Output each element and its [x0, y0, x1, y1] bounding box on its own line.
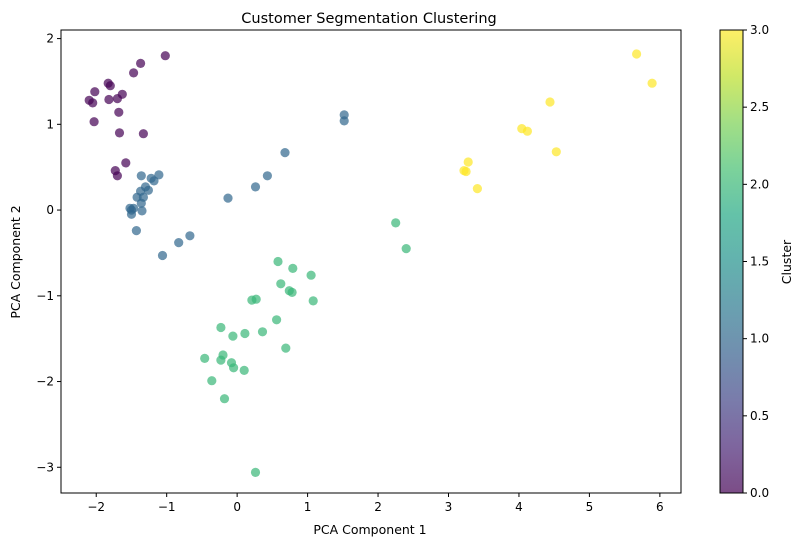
data-point-cluster-0 — [104, 94, 114, 105]
x-tick-label: 6 — [656, 500, 664, 514]
data-point-cluster-3 — [472, 184, 482, 194]
x-tick-label: −1 — [158, 500, 176, 514]
x-tick-label: 0 — [233, 500, 241, 514]
colorbar-tick-label: 0.0 — [750, 486, 769, 500]
data-point-cluster-1 — [126, 205, 137, 215]
data-point-cluster-1 — [136, 171, 146, 181]
data-point-cluster-2 — [216, 322, 226, 333]
colorbar-tick-label: 2.0 — [750, 177, 769, 191]
data-point-cluster-1 — [137, 206, 147, 216]
data-point-cluster-0 — [88, 98, 98, 108]
data-point-cluster-2 — [273, 256, 283, 267]
data-point-cluster-1 — [262, 171, 272, 181]
data-point-cluster-1 — [143, 185, 153, 195]
data-point-cluster-2 — [200, 353, 210, 363]
data-point-cluster-2 — [216, 355, 226, 365]
data-point-cluster-1 — [223, 193, 233, 203]
colorbar-tick-label: 1.5 — [750, 255, 769, 269]
data-point-cluster-2 — [288, 263, 298, 273]
data-point-cluster-0 — [105, 81, 115, 91]
data-point-cluster-2 — [219, 394, 230, 404]
x-tick-label: −2 — [87, 500, 105, 514]
data-point-cluster-3 — [647, 78, 657, 88]
x-tick-label: 5 — [586, 500, 594, 514]
data-point-cluster-0 — [114, 128, 125, 138]
data-point-cluster-2 — [207, 376, 217, 386]
data-point-cluster-3 — [463, 157, 473, 167]
data-point-cluster-1 — [339, 116, 349, 126]
data-point-cluster-0 — [121, 158, 131, 168]
colorbar-ticks: 0.0 0.5 1.0 1.5 2.0 2.5 3.0 — [743, 23, 769, 500]
data-point-cluster-0 — [160, 51, 170, 61]
colorbar-tick-label: 2.5 — [750, 100, 769, 114]
data-point-cluster-0 — [117, 89, 127, 99]
data-point-cluster-2 — [228, 331, 238, 341]
data-point-cluster-3 — [522, 126, 533, 136]
data-point-cluster-2 — [276, 279, 286, 289]
data-point-cluster-0 — [89, 117, 99, 127]
x-tick-label: 3 — [445, 500, 453, 514]
chart-title: Customer Segmentation Clustering — [241, 11, 496, 27]
x-tick-label: 4 — [515, 500, 523, 514]
colorbar-tick-label: 3.0 — [750, 23, 769, 37]
y-tick-label: −1 — [36, 289, 54, 303]
data-point-cluster-0 — [90, 87, 100, 97]
data-point-cluster-1 — [154, 170, 164, 180]
x-tick-label: 2 — [374, 500, 382, 514]
data-point-cluster-0 — [138, 129, 148, 139]
data-point-cluster-1 — [131, 226, 141, 236]
data-points — [84, 49, 657, 477]
data-point-cluster-2 — [287, 287, 297, 297]
data-point-cluster-3 — [632, 49, 642, 59]
data-point-cluster-2 — [401, 244, 411, 254]
data-point-cluster-2 — [239, 365, 249, 375]
data-point-cluster-2 — [391, 218, 401, 228]
y-axis-label: PCA Component 2 — [8, 205, 23, 318]
y-tick-label: −2 — [36, 375, 54, 389]
data-point-cluster-0 — [114, 107, 124, 117]
data-point-cluster-1 — [280, 148, 290, 158]
data-point-cluster-3 — [551, 147, 561, 157]
data-point-cluster-1 — [157, 250, 168, 261]
y-tick-label: 0 — [46, 203, 54, 217]
data-point-cluster-0 — [112, 171, 122, 181]
data-point-cluster-1 — [250, 182, 261, 192]
x-axis-label: PCA Component 1 — [313, 522, 426, 537]
data-point-cluster-1 — [138, 192, 148, 202]
y-tick-label: 2 — [46, 32, 54, 46]
x-tick-label: 1 — [304, 500, 312, 514]
colorbar-label: Cluster — [779, 239, 794, 284]
data-point-cluster-2 — [281, 343, 291, 353]
data-point-cluster-2 — [229, 363, 239, 373]
data-point-cluster-2 — [251, 294, 261, 304]
data-point-cluster-2 — [308, 296, 318, 306]
data-point-cluster-2 — [257, 327, 268, 337]
colorbar — [719, 29, 744, 494]
x-axis-ticks: −2 −1 0 1 2 3 4 5 6 — [87, 493, 664, 514]
data-point-cluster-0 — [129, 68, 139, 78]
data-point-cluster-3 — [461, 166, 471, 177]
y-tick-label: −3 — [36, 460, 54, 474]
colorbar-tick-label: 0.5 — [750, 409, 769, 423]
data-point-cluster-1 — [174, 238, 184, 248]
y-axis-ticks: −3 −2 −1 0 1 2 — [36, 32, 61, 474]
data-point-cluster-2 — [240, 328, 250, 339]
y-tick-label: 1 — [46, 117, 54, 131]
data-point-cluster-2 — [272, 315, 282, 325]
data-point-cluster-2 — [250, 467, 261, 477]
data-point-cluster-2 — [306, 270, 316, 280]
data-point-cluster-3 — [545, 97, 555, 107]
data-point-cluster-0 — [136, 58, 146, 68]
colorbar-tick-label: 1.0 — [750, 332, 769, 346]
data-point-cluster-1 — [185, 231, 195, 241]
plot-frame — [60, 29, 682, 494]
